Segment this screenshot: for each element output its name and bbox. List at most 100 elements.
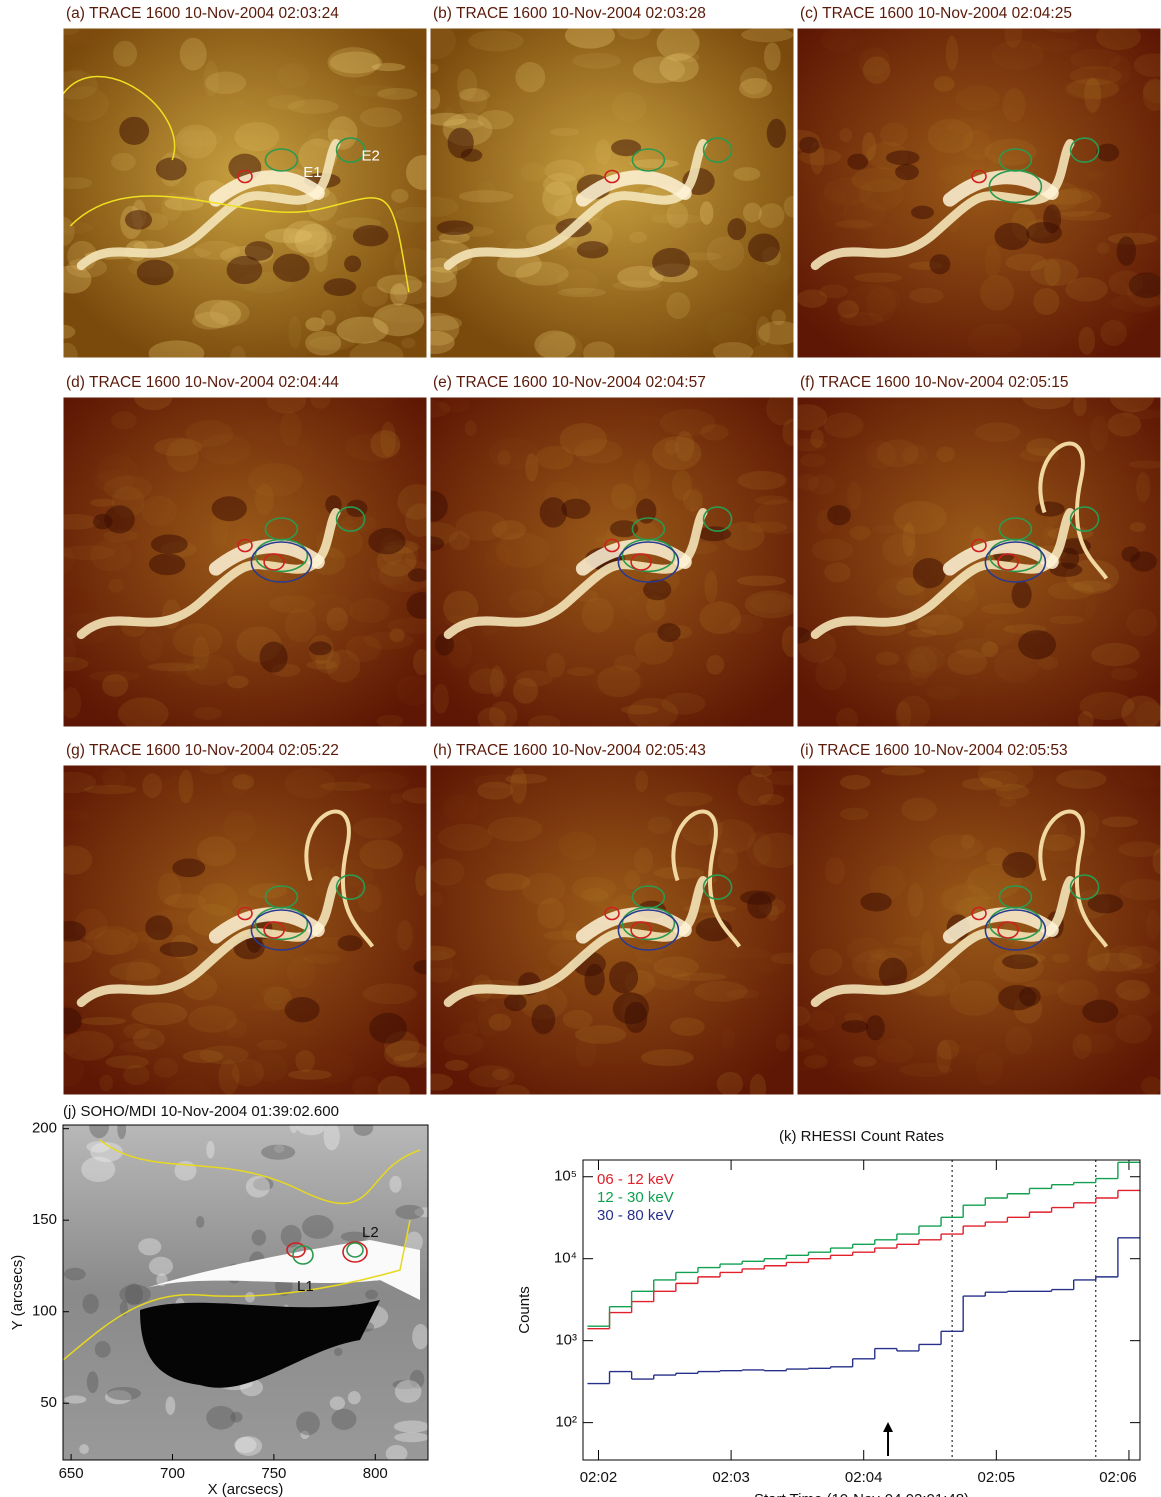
plage [882,104,905,130]
plage [397,920,413,950]
plage [975,422,1021,442]
plage [560,146,573,156]
plage [350,341,404,370]
plage [267,389,306,414]
field [297,1119,326,1136]
plage [132,1002,188,1025]
plage [1065,79,1119,99]
image-panel [413,392,807,732]
plage [1032,38,1078,52]
field [86,1141,110,1152]
plage [542,181,572,216]
field [206,1406,235,1430]
y-tick-label: 10³ [555,1332,577,1349]
plage [415,865,428,895]
plage [310,391,330,409]
plage [815,656,846,690]
plage [353,817,402,838]
plage [1083,589,1098,614]
chart-title: (k) RHESSI Count Rates [779,1128,944,1145]
field [348,1391,361,1404]
plage [99,1075,113,1092]
plage [764,42,781,70]
dark-spot [1117,236,1136,266]
plage [377,715,404,728]
plage [139,631,163,661]
dark-spot [259,642,287,673]
plage [40,221,94,234]
plage [1073,394,1087,416]
field [394,1432,429,1442]
plage [378,1076,410,1105]
field [138,1238,161,1255]
plage [985,139,1037,166]
plage [194,707,222,720]
plage [1070,49,1121,70]
plage [985,244,1001,277]
dark-spot [353,225,389,246]
plage [947,649,987,675]
plage [823,413,863,438]
plage [1073,1034,1092,1059]
image-panel [411,18,802,372]
plage [824,563,850,583]
dark-spot [119,117,149,145]
dark-spot [145,915,172,940]
plage [907,883,923,918]
plage [809,949,842,976]
plage [299,1027,316,1038]
panel-title: (f) TRACE 1600 10-Nov-2004 02:05:15 [800,374,1069,391]
plage [488,817,542,842]
field [252,1230,266,1246]
plage [875,652,899,666]
plage [111,411,137,429]
plage [80,1017,126,1025]
panel-title: (c) TRACE 1600 10-Nov-2004 02:04:25 [800,5,1072,22]
plage [199,1045,248,1064]
y-tick-label: 150 [32,1211,57,1228]
dark-spot [624,1002,647,1033]
plage [326,607,348,631]
dark-spot [151,535,188,554]
plage [662,693,706,715]
plage [881,766,925,775]
dark-spot [1026,222,1062,243]
field [64,1395,86,1403]
plage [61,687,81,718]
x-tick-label: 800 [363,1465,388,1482]
plage [928,119,974,153]
plage [465,421,477,437]
plage [1065,277,1107,301]
plage [559,832,597,861]
plage [908,629,937,637]
dark-spot [561,499,590,519]
plage [287,956,315,988]
plage [1005,1026,1032,1054]
plage [821,27,858,52]
plage [349,598,390,623]
plage [951,1044,981,1053]
panel-title: (i) TRACE 1600 10-Nov-2004 02:05:53 [800,742,1068,759]
image-panel [780,755,1161,1095]
dark-spot [54,921,86,942]
annotation: L2 [362,1224,379,1241]
annotation: E1 [303,164,321,181]
field [261,1145,295,1160]
plage [490,665,504,697]
plage [776,1033,791,1051]
plage [759,203,785,228]
plage [582,597,614,632]
plage [56,177,93,189]
plage [257,1040,287,1050]
plage [288,316,301,349]
plage [443,119,484,129]
plage [865,441,896,469]
plage [513,678,538,704]
x-tick-label: 02:05 [978,1469,1016,1486]
plage [854,273,902,283]
dark-spot [886,150,920,165]
plage [113,41,137,67]
plage [611,92,647,122]
plage [246,418,281,444]
plage [739,78,772,98]
